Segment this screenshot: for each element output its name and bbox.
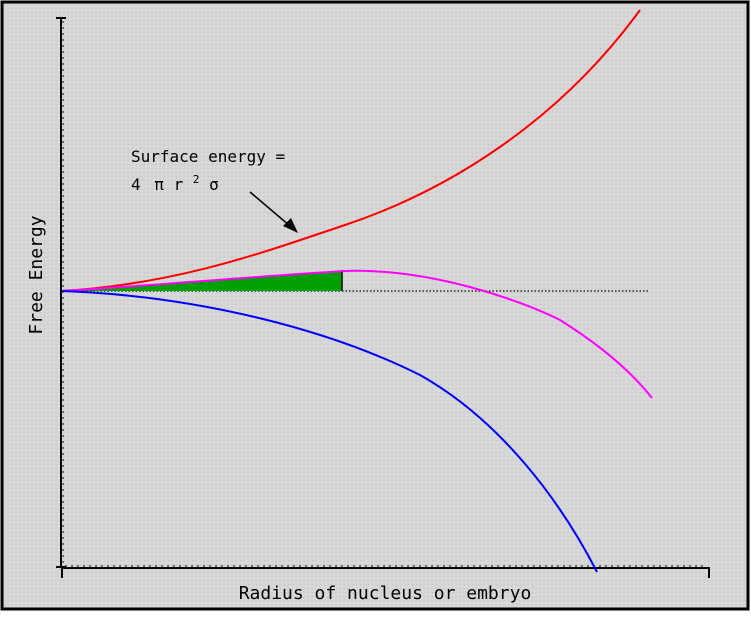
annotation-pi: π xyxy=(154,175,164,194)
y-axis-label: Free Energy xyxy=(26,215,47,334)
annotation-sigma: σ xyxy=(209,175,219,194)
annotation-line2: 4 π r 2 σ xyxy=(131,168,219,194)
annotation-coefficient: 4 xyxy=(131,175,141,194)
x-axis-label: Radius of nucleus or embryo xyxy=(239,583,532,604)
annotation-line1: Surface energy = xyxy=(131,147,285,166)
y-axis-ticks xyxy=(61,21,64,563)
volume-energy-curve xyxy=(61,290,598,573)
x-axis-ticks xyxy=(65,565,703,568)
total-energy-curve xyxy=(61,269,653,399)
annotation-r: r xyxy=(174,175,184,194)
annotation-exponent: 2 xyxy=(193,173,200,186)
annotation-arrow-shaft xyxy=(249,191,291,227)
surface-energy-curve xyxy=(61,9,641,292)
annotation-arrow-head xyxy=(283,218,298,233)
